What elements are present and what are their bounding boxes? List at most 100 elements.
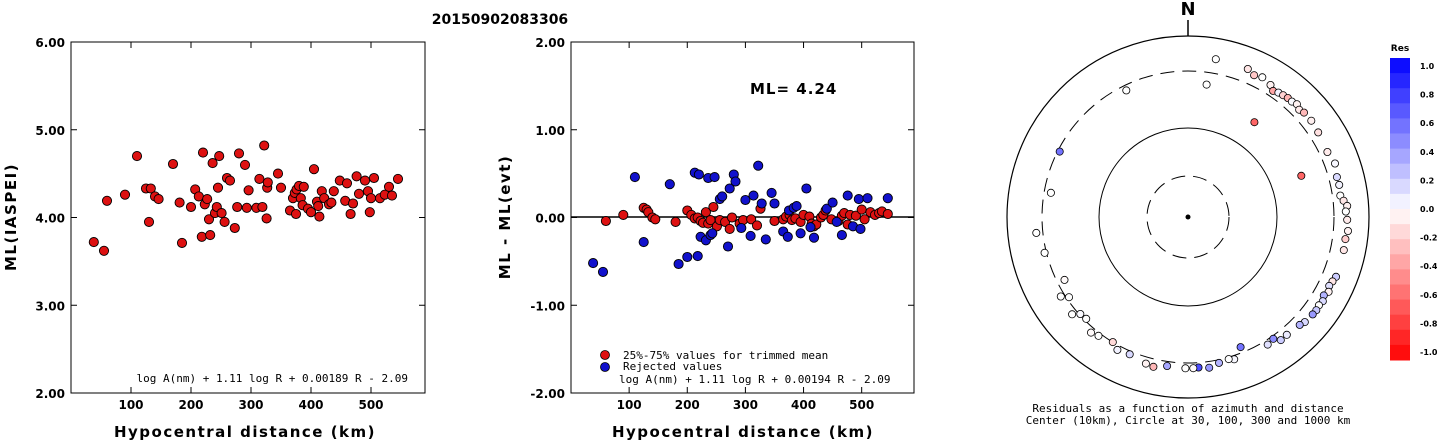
colorbar-cell xyxy=(1390,254,1410,270)
station-point xyxy=(1297,171,1306,180)
colorbar-tick-label: 1.0 xyxy=(1420,62,1435,71)
colorbar-cell xyxy=(1390,163,1410,180)
data-point xyxy=(693,169,704,180)
data-point xyxy=(314,211,325,222)
data-point xyxy=(345,208,356,220)
data-point xyxy=(769,215,780,227)
data-point xyxy=(131,151,143,162)
colorbar-cell xyxy=(1390,314,1410,331)
colorbar-cell xyxy=(1390,133,1410,150)
data-point xyxy=(708,201,719,213)
y-tick-label: 1.00 xyxy=(535,124,565,138)
station-point xyxy=(1181,364,1190,373)
data-point xyxy=(751,220,763,231)
ring-30km xyxy=(1146,175,1230,259)
station-point xyxy=(1243,65,1252,74)
station-point xyxy=(1163,361,1172,370)
station-point xyxy=(1068,310,1077,319)
data-point xyxy=(143,216,155,227)
colorbar-tick-label: 0.6 xyxy=(1420,119,1435,128)
station-point xyxy=(1215,358,1224,367)
station-point xyxy=(1236,343,1245,352)
data-point xyxy=(219,216,230,227)
station-point xyxy=(1032,228,1041,237)
y-tick-label: 2.00 xyxy=(535,36,565,50)
colorbar-cell xyxy=(1390,178,1410,195)
data-point xyxy=(347,198,359,209)
station-point xyxy=(1344,226,1353,235)
x-tick-label: 100 xyxy=(118,398,143,412)
station-point xyxy=(1056,292,1065,301)
data-point xyxy=(882,208,893,220)
data-point xyxy=(275,182,287,193)
data-point xyxy=(629,172,640,183)
station-point xyxy=(1205,363,1214,372)
data-point xyxy=(724,183,735,194)
colorbar-cell xyxy=(1390,118,1410,134)
station-point xyxy=(1276,336,1285,345)
x-tick-label: 400 xyxy=(298,398,323,412)
data-point xyxy=(272,168,284,179)
colorbar-cell xyxy=(1390,299,1410,316)
colorbar-cell xyxy=(1390,344,1410,361)
station-point xyxy=(1046,188,1055,197)
x-tick-label: 100 xyxy=(617,398,642,412)
data-point xyxy=(119,189,131,200)
y-tick-label: 3.00 xyxy=(35,299,65,313)
data-point xyxy=(836,230,847,241)
data-point xyxy=(308,164,320,175)
data-point xyxy=(176,237,188,248)
data-point xyxy=(670,216,681,227)
data-point xyxy=(205,230,216,241)
ring-300km xyxy=(1041,70,1335,364)
data-point xyxy=(243,185,254,196)
data-point xyxy=(254,173,265,184)
data-point xyxy=(827,197,838,208)
data-point xyxy=(638,237,649,248)
data-point xyxy=(808,232,820,243)
station-point xyxy=(1108,338,1117,347)
data-point xyxy=(707,228,718,239)
ml-annotation: ML= 4.24 xyxy=(750,80,837,98)
station-points xyxy=(1032,55,1353,373)
data-point xyxy=(673,258,684,270)
station-point xyxy=(1202,80,1211,89)
x-tick-label: 300 xyxy=(733,398,758,412)
data-point xyxy=(600,215,611,227)
magnitude-vs-distance-panel: 100 200 300 400 500 2.00 3.00 4.00 5.00 6.00 log… xyxy=(2,36,426,441)
data-point xyxy=(207,158,218,169)
colorbar-tick-labels: 1.0 0.8 0.6 0.4 0.2 0.0 -0.2 -0.4 -0.6 -0.8 -1.0 xyxy=(1420,62,1437,357)
data-point xyxy=(760,234,771,245)
x-axis-label: Hypocentral distance (km) xyxy=(612,423,874,441)
colorbar-cell xyxy=(1390,269,1410,285)
station-point xyxy=(1094,331,1103,340)
y-axis-label: ML - ML(evt) xyxy=(496,155,514,279)
residual-vs-distance-panel: 100 200 300 400 500 -2.00 -1.00 0.00 1.00 2.00 M… xyxy=(496,36,915,441)
data-point xyxy=(700,207,711,218)
formula-text: log A(nm) + 1.11 log R + 0.00189 R - 2.0… xyxy=(136,372,408,385)
x-tick-label: 300 xyxy=(238,398,263,412)
data-point xyxy=(842,190,853,201)
y-tick-label: 5.00 xyxy=(35,124,65,138)
y-tick-label: 6.00 xyxy=(35,36,65,50)
station-point xyxy=(1082,314,1091,323)
data-point xyxy=(153,194,164,205)
azimuth-residual-panel: N Residuals as a function of azimuth and… xyxy=(1006,0,1370,427)
colorbar-cell xyxy=(1390,284,1410,301)
data-point xyxy=(801,183,812,194)
station-point xyxy=(1149,362,1158,371)
station-point xyxy=(1113,345,1122,354)
station-point xyxy=(1065,293,1074,302)
colorbar-cell xyxy=(1390,224,1410,240)
data-point xyxy=(328,186,339,197)
station-point xyxy=(1250,71,1259,80)
x-tick-label: 200 xyxy=(675,398,700,412)
data-point xyxy=(145,183,156,194)
colorbar-cell xyxy=(1390,73,1410,89)
data-point xyxy=(618,209,629,220)
data-points xyxy=(588,160,893,277)
data-point xyxy=(197,147,209,158)
data-point xyxy=(862,193,873,204)
legend-marker-rejected xyxy=(600,362,610,372)
colorbar-cell xyxy=(1390,329,1410,346)
